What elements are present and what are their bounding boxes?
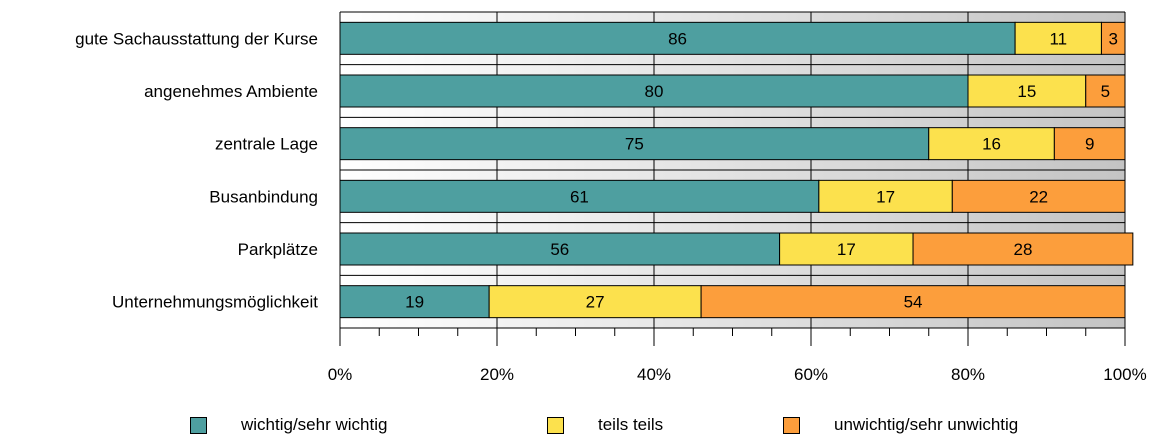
legend-swatch-1 <box>547 416 564 434</box>
category-label-2: zentrale Lage <box>215 135 318 154</box>
data-label-1-0: 80 <box>645 82 664 101</box>
bar-chart-plot: 86 11 3 gute Sachausstattung der Kurse 80 15 5… <box>75 11 1147 384</box>
bar-segment-2-1 <box>928 127 1055 161</box>
legend-item-1: teils teils <box>547 414 663 436</box>
data-label-3-0: 61 <box>570 187 589 206</box>
bar-segment-4-2 <box>912 232 1134 266</box>
bar-segment-2-2 <box>1053 127 1126 161</box>
legend-item-2: unwichtig/sehr unwichtig <box>783 414 1018 436</box>
data-label-0-1: 11 <box>1049 29 1067 48</box>
data-label-5-1: 27 <box>586 293 605 312</box>
category-label-1: angenehmes Ambiente <box>144 82 318 101</box>
legend-item-0: wichtig/sehr wichtig <box>190 414 387 436</box>
data-label-3-1: 17 <box>876 187 895 206</box>
data-label-4-0: 56 <box>550 240 569 259</box>
x-tick-label-2: 40% <box>637 365 671 384</box>
data-label-2-0: 75 <box>625 135 644 154</box>
legend-swatch-0 <box>190 416 207 434</box>
legend-label-0: wichtig/sehr wichtig <box>241 415 388 434</box>
data-label-1-1: 15 <box>1017 82 1036 101</box>
bar-segment-5-2 <box>700 285 1126 319</box>
bar-segment-3-0 <box>339 179 820 213</box>
legend-swatch-2 <box>783 416 800 434</box>
x-tick-label-3: 60% <box>794 365 828 384</box>
bar-segment-5-0 <box>339 285 490 319</box>
data-label-5-0: 19 <box>405 293 424 312</box>
data-label-4-2: 28 <box>1013 240 1032 259</box>
category-label-0: gute Sachausstattung der Kurse <box>75 29 318 48</box>
bar-segment-1-2 <box>1085 74 1126 108</box>
bar-segment-0-2 <box>1100 21 1126 55</box>
category-label-3: Busanbindung <box>209 187 318 206</box>
category-label-4: Parkplätze <box>238 240 318 259</box>
bar-segment-3-2 <box>951 179 1126 213</box>
x-tick-label-4: 80% <box>951 365 985 384</box>
data-label-2-2: 9 <box>1085 135 1094 154</box>
legend-label-2: unwichtig/sehr unwichtig <box>834 415 1019 434</box>
x-tick-label-0: 0% <box>328 365 353 384</box>
category-label-5: Unternehmungsmöglichkeit <box>112 293 318 312</box>
x-tick-label-5: 100% <box>1103 365 1146 384</box>
legend-label-1: teils teils <box>598 415 664 434</box>
bar-segment-0-0 <box>339 21 1016 55</box>
data-label-0-2: 3 <box>1108 29 1117 48</box>
bar-segment-2-0 <box>339 127 930 161</box>
legend: wichtig/sehr wichtig teils teils unwicht… <box>0 414 1157 436</box>
bar-segment-1-0 <box>339 74 969 108</box>
data-label-4-1: 17 <box>837 240 856 259</box>
data-label-1-2: 5 <box>1101 82 1110 101</box>
data-label-0-0: 86 <box>668 29 687 48</box>
data-label-5-2: 54 <box>904 293 923 312</box>
x-tick-label-1: 20% <box>480 365 514 384</box>
bar-segment-0-1 <box>1014 21 1102 55</box>
data-label-2-1: 16 <box>982 135 1001 154</box>
bar-segment-1-1 <box>967 74 1087 108</box>
bar-segment-3-1 <box>818 179 953 213</box>
data-label-3-2: 22 <box>1029 187 1048 206</box>
